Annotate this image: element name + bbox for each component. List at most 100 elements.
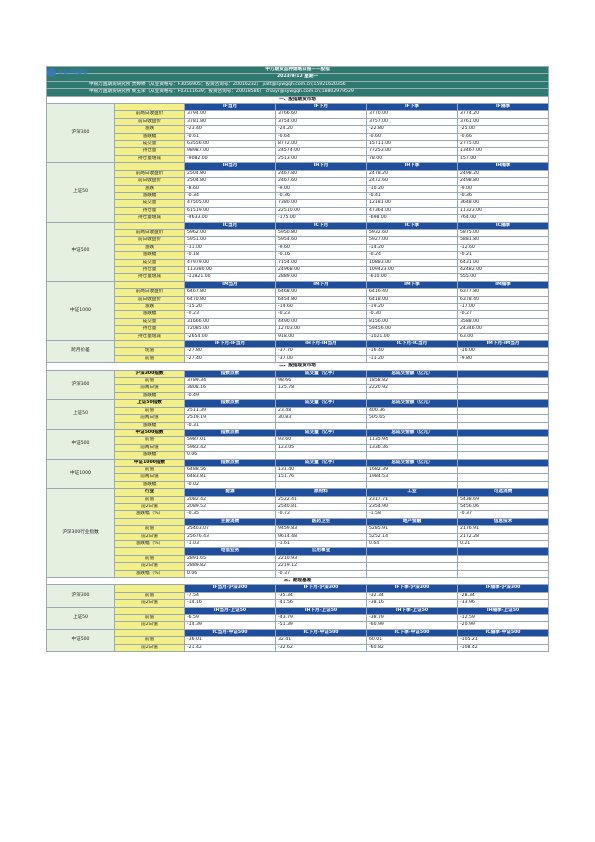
data-cell: -0.23 bbox=[275, 310, 367, 319]
data-cell: -38.16 bbox=[366, 599, 458, 608]
column-header: IF下月-沪深300 bbox=[275, 584, 367, 593]
data-cell: -0.49 bbox=[184, 391, 276, 401]
section-futures-title: 一、股指期货市场 bbox=[45, 95, 550, 105]
row-label: 前值 bbox=[114, 354, 185, 364]
data-cell: 12181.00 bbox=[366, 199, 458, 208]
row-label: 前两日值 bbox=[114, 384, 185, 393]
data-cell: 6378.40 bbox=[456, 295, 550, 305]
row-label: 前值 bbox=[114, 591, 185, 601]
data-cell: 764.00 bbox=[456, 214, 550, 223]
basis-group-header-label bbox=[114, 628, 185, 638]
data-cell: 2511.39 bbox=[184, 406, 276, 416]
data-cell: 25403.07 bbox=[184, 525, 276, 534]
column-header: 医药卫生 bbox=[275, 517, 367, 527]
data-cell: -0.02 bbox=[184, 480, 276, 490]
data-cell: -0.35 bbox=[184, 510, 276, 519]
column-header: 成交量（亿手） bbox=[275, 369, 367, 379]
column-header: IH下月 bbox=[275, 162, 367, 171]
row-label: 涨跌幅（%） bbox=[114, 539, 185, 549]
data-cell: 2176.91 bbox=[456, 525, 550, 534]
data-cell: 151.76 bbox=[275, 473, 367, 482]
data-cell: 2172.28 bbox=[456, 532, 550, 542]
data-cell: -36.01 bbox=[184, 636, 276, 645]
data-cell: 2504.80 bbox=[184, 169, 276, 179]
data-cell: 0.64 bbox=[366, 539, 458, 549]
data-cell: -11.20 bbox=[366, 354, 458, 364]
logo-text: 申银万国期货 bbox=[58, 69, 89, 76]
column-header: 工业 bbox=[366, 488, 458, 497]
data-cell: -0.64 bbox=[275, 132, 367, 142]
data-cell: 1135.94 bbox=[366, 436, 458, 445]
data-cell bbox=[275, 421, 367, 430]
data-cell: -0.37 bbox=[456, 510, 550, 519]
data-cell bbox=[366, 391, 458, 401]
data-cell: 6488.56 bbox=[184, 465, 276, 475]
data-cell: 3781.80 bbox=[184, 117, 276, 127]
data-cell: 10883.00 bbox=[366, 258, 458, 267]
data-cell: 5954.60 bbox=[275, 236, 367, 245]
column-header: IC隔季-中证500 bbox=[456, 628, 550, 638]
data-cell: 2317.71 bbox=[366, 495, 458, 504]
column-header: IC当月 bbox=[184, 221, 276, 230]
data-cell: 131.40 bbox=[275, 465, 367, 475]
data-cell: 63556.00 bbox=[184, 140, 276, 149]
row-label: 前两日收盘价 bbox=[114, 228, 185, 238]
column-header: 指数点数 bbox=[184, 369, 276, 379]
data-cell: -32.34 bbox=[366, 591, 458, 601]
data-cell: -60.82 bbox=[366, 643, 458, 653]
spot-group-header-label: 沪深300指数 bbox=[114, 369, 185, 379]
data-cell: -0.16 bbox=[275, 251, 367, 260]
data-cell: -35.34 bbox=[275, 591, 367, 601]
data-cell: 113380.00 bbox=[184, 265, 276, 275]
data-cell bbox=[456, 406, 550, 416]
row-label: 涨跌 bbox=[114, 125, 185, 134]
spot-group-name: 中证500 bbox=[46, 428, 115, 460]
data-cell: -0.72 bbox=[275, 510, 367, 519]
data-cell: -698.00 bbox=[366, 214, 458, 223]
futures-group-header-label bbox=[114, 162, 185, 171]
row-label: 前日收盘价 bbox=[114, 236, 185, 245]
data-cell bbox=[456, 414, 550, 423]
data-cell: 8156.00 bbox=[366, 317, 458, 327]
row-label: 前2日值 bbox=[114, 532, 185, 542]
data-cell: 2467.60 bbox=[275, 177, 367, 186]
data-cell: 15711.00 bbox=[366, 140, 458, 149]
data-cell: 47979.00 bbox=[184, 258, 276, 267]
data-cell bbox=[366, 480, 458, 490]
data-cell bbox=[366, 562, 458, 571]
data-cell: 31666.00 bbox=[184, 317, 276, 327]
data-cell: 6418.00 bbox=[366, 295, 458, 305]
data-cell: -0.24 bbox=[366, 251, 458, 260]
column-header: IF下月-IF当月 bbox=[184, 340, 276, 349]
data-cell: 77253.00 bbox=[366, 147, 458, 156]
data-cell: -108.42 bbox=[456, 643, 550, 653]
column-header: IM下季 bbox=[366, 280, 458, 290]
row-label: 前值 bbox=[114, 465, 185, 475]
row-label: 持仓量 bbox=[114, 147, 185, 156]
data-cell: 23.48 bbox=[275, 406, 367, 416]
data-cell: 24574.00 bbox=[275, 147, 367, 156]
futures-group-name: 沪深300 bbox=[46, 103, 115, 164]
column-header: IH当月 bbox=[184, 162, 276, 171]
data-cell: 5951.00 bbox=[184, 236, 276, 245]
row-label: 涨跌幅 bbox=[114, 451, 185, 460]
basis-group-name: 沪深300 bbox=[46, 584, 115, 608]
column-header: 能源 bbox=[184, 488, 276, 497]
data-cell: -1021.00 bbox=[366, 332, 458, 342]
row-label: 涨跌幅 bbox=[114, 391, 185, 401]
row-label: 持仓量增减 bbox=[114, 273, 185, 282]
section-spot-title: 二、股指现货市场 bbox=[45, 362, 550, 371]
data-cell: -1.58 bbox=[366, 510, 458, 519]
data-cell: 918.00 bbox=[275, 332, 367, 342]
data-cell: 3794.00 bbox=[184, 110, 276, 119]
column-header: 成交量（亿手） bbox=[275, 399, 367, 408]
data-cell: 7380.00 bbox=[275, 199, 367, 208]
data-cell: 5950.80 bbox=[275, 228, 367, 238]
data-cell: -43.79 bbox=[275, 614, 367, 623]
data-cell: 61519.00 bbox=[184, 206, 276, 216]
data-cell: 5962.00 bbox=[184, 228, 276, 238]
spot-group-name: 沪深300 bbox=[46, 369, 115, 401]
data-cell bbox=[456, 384, 550, 393]
row-label: 涨跌幅 bbox=[114, 132, 185, 142]
column-header: IM隔季 bbox=[456, 280, 550, 290]
